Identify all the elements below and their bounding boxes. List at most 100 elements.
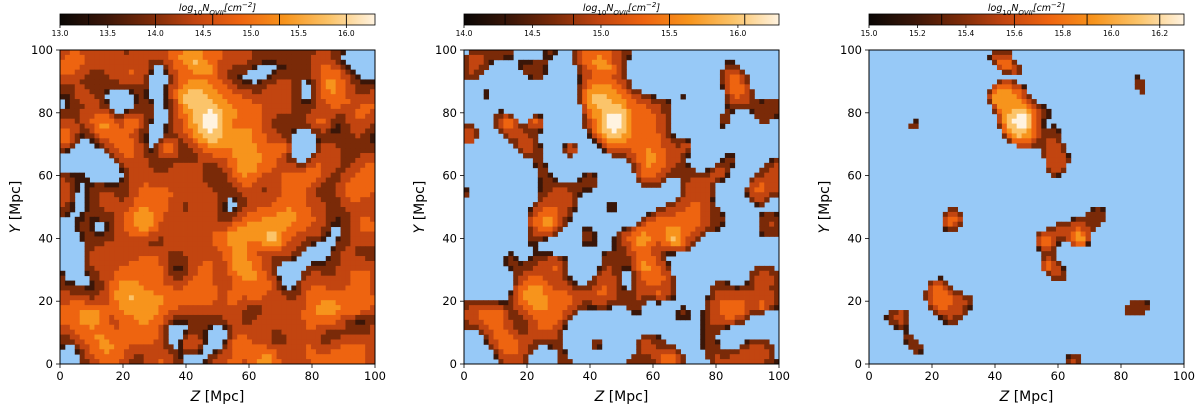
density-cell bbox=[123, 290, 130, 296]
density-cell bbox=[596, 59, 603, 66]
density-cell bbox=[232, 108, 238, 115]
density-cell bbox=[557, 182, 563, 188]
density-cell bbox=[547, 54, 553, 61]
density-cell bbox=[153, 349, 159, 355]
density-cell bbox=[587, 118, 593, 124]
density-cell bbox=[256, 192, 263, 198]
density-cell bbox=[291, 113, 297, 120]
density-cell bbox=[148, 290, 154, 296]
density-cell bbox=[89, 118, 95, 124]
density-cell bbox=[227, 99, 233, 105]
density-cell bbox=[222, 197, 228, 203]
density-cell bbox=[523, 123, 529, 129]
density-cell bbox=[276, 354, 282, 360]
density-cell bbox=[276, 319, 282, 326]
density-cell bbox=[99, 359, 105, 364]
density-cell bbox=[641, 182, 647, 188]
density-cell bbox=[79, 216, 86, 223]
density-cell bbox=[473, 59, 480, 66]
density-cell bbox=[232, 197, 238, 203]
density-cell bbox=[626, 231, 632, 237]
density-cell bbox=[187, 143, 194, 149]
density-cell bbox=[611, 103, 617, 110]
density-cell bbox=[335, 236, 341, 242]
density-cell bbox=[261, 285, 268, 291]
density-cell bbox=[636, 265, 642, 272]
density-cell bbox=[301, 300, 307, 306]
density-cell bbox=[217, 285, 223, 291]
density-cell bbox=[202, 74, 209, 80]
density-cell bbox=[301, 324, 307, 331]
density-cell bbox=[232, 300, 238, 306]
density-cell bbox=[251, 177, 258, 183]
density-cell bbox=[89, 314, 95, 321]
density-cell bbox=[291, 99, 297, 105]
density-cell bbox=[266, 329, 273, 335]
density-cell bbox=[493, 123, 499, 129]
density-cell bbox=[276, 275, 282, 281]
density-cell bbox=[651, 138, 657, 144]
density-cell bbox=[641, 153, 647, 159]
density-cell bbox=[493, 118, 499, 124]
density-cell bbox=[89, 270, 95, 277]
density-cell bbox=[251, 59, 258, 66]
density-cell bbox=[242, 64, 248, 71]
density-cell bbox=[138, 295, 145, 301]
density-cell bbox=[251, 275, 258, 281]
density-cell bbox=[537, 256, 544, 262]
density-cell bbox=[178, 270, 184, 277]
density-cell bbox=[227, 74, 233, 80]
density-cell bbox=[187, 79, 194, 85]
density-cell bbox=[123, 207, 130, 213]
density-cell bbox=[468, 64, 475, 71]
density-cell bbox=[237, 84, 243, 90]
density-cell bbox=[582, 74, 588, 80]
density-cell bbox=[360, 270, 366, 277]
density-cell bbox=[168, 216, 174, 223]
density-cell bbox=[345, 197, 351, 203]
density-cell bbox=[178, 290, 184, 296]
density-cell bbox=[227, 133, 233, 139]
density-cell bbox=[616, 270, 622, 277]
density-cell bbox=[242, 138, 248, 144]
density-cell bbox=[197, 310, 204, 316]
density-cell bbox=[611, 113, 617, 120]
density-cell bbox=[724, 59, 731, 66]
density-cell bbox=[266, 265, 273, 272]
density-cell bbox=[197, 148, 204, 154]
density-cell bbox=[291, 123, 297, 129]
density-cell bbox=[315, 177, 322, 183]
density-cell bbox=[187, 270, 194, 277]
density-cell bbox=[247, 148, 253, 154]
density-cell bbox=[345, 221, 351, 228]
density-cell bbox=[261, 319, 268, 326]
density-cell bbox=[636, 260, 642, 267]
density-cell bbox=[178, 295, 184, 301]
density-cell bbox=[109, 182, 115, 188]
density-cell bbox=[769, 162, 775, 169]
density-cell bbox=[178, 221, 184, 228]
density-cell bbox=[247, 260, 253, 267]
density-cell bbox=[251, 310, 258, 316]
density-cell bbox=[94, 89, 100, 95]
density-cell bbox=[251, 123, 258, 129]
density-cell bbox=[178, 74, 184, 80]
density-cell bbox=[247, 192, 253, 198]
density-cell bbox=[84, 123, 90, 129]
density-cell bbox=[79, 310, 86, 316]
density-cell bbox=[335, 50, 341, 56]
density-cell bbox=[286, 148, 292, 154]
density-cell bbox=[306, 177, 312, 183]
density-cell bbox=[660, 172, 667, 178]
density-cell bbox=[114, 314, 120, 321]
density-cell bbox=[217, 99, 223, 105]
density-cell bbox=[192, 197, 199, 203]
density-cell bbox=[355, 265, 361, 272]
density-cell bbox=[158, 192, 164, 198]
density-cell bbox=[320, 162, 327, 169]
density-cell bbox=[641, 177, 647, 183]
density-cell bbox=[143, 339, 149, 345]
density-cell bbox=[173, 295, 179, 301]
density-cell bbox=[99, 89, 105, 95]
density-cell bbox=[69, 94, 76, 100]
